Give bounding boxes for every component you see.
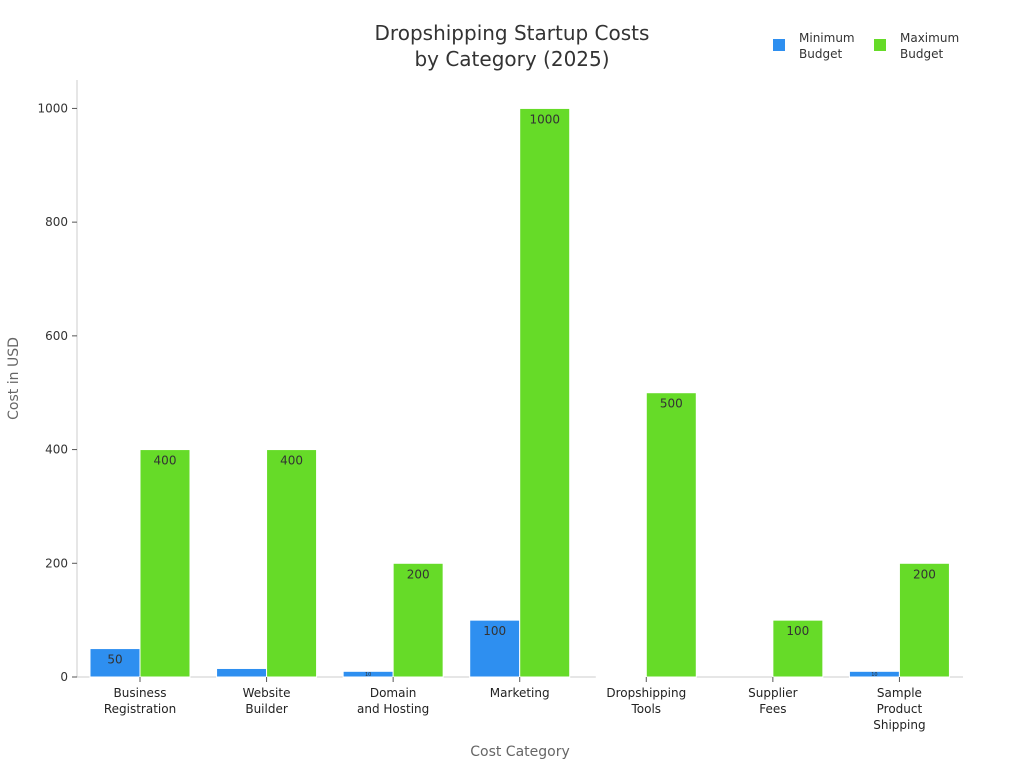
legend-label: Maximum [900,31,959,45]
x-tick-label: Dropshipping [606,686,686,700]
x-tick-label: Business [114,686,167,700]
x-tick-label: Sample [877,686,922,700]
data-label-minimum: 50 [107,653,122,667]
bar-maximum-budget [645,392,697,678]
bar-minimum-budget [216,667,268,678]
legend-swatch [874,39,886,51]
data-label-maximum: 400 [280,454,303,468]
y-tick-label: 800 [45,215,68,229]
x-tick-label: Supplier [748,686,798,700]
data-label-minimum: 10 [871,672,877,678]
x-tick-label: and Hosting [357,702,429,716]
data-label-maximum: 500 [660,397,683,411]
y-tick-label: 0 [60,670,68,684]
x-tick-label: Shipping [873,718,925,732]
chart-title: Dropshipping Startup Costs [375,21,650,45]
y-tick-label: 1000 [37,101,68,115]
bar-minimum-budget [89,648,141,678]
y-tick-label: 400 [45,443,68,457]
bar-minimum-budget [595,675,647,678]
bar-maximum-budget [519,107,571,678]
bar-maximum-budget [266,449,318,678]
data-label-maximum: 1000 [529,112,560,126]
data-label-minimum: 100 [483,624,506,638]
legend-label: Minimum [799,31,855,45]
chart-title: by Category (2025) [414,47,609,71]
bar-maximum-budget [392,562,444,678]
data-label-maximum: 400 [154,454,177,468]
bar-minimum-budget [469,619,521,678]
x-tick-label: Tools [631,702,662,716]
data-label-maximum: 100 [786,624,809,638]
data-label-maximum: 200 [913,567,936,581]
x-tick-label: Product [877,702,923,716]
x-tick-label: Domain [370,686,417,700]
bar-maximum-budget [898,562,950,678]
x-tick-label: Builder [245,702,288,716]
bar-maximum-budget [772,619,824,678]
y-tick-label: 200 [45,556,68,570]
x-tick-label: Fees [759,702,786,716]
data-label-minimum: 10 [365,672,371,678]
x-tick-label: Registration [104,702,176,716]
y-tick-label: 600 [45,329,68,343]
x-tick-label: Website [243,686,291,700]
legend-label: Budget [900,47,943,61]
bar-maximum-budget [139,449,191,678]
data-label-maximum: 200 [407,567,430,581]
y-axis-title: Cost in USD [6,337,22,420]
x-axis-title: Cost Category [470,744,570,760]
legend-swatch [773,39,785,51]
legend-label: Budget [799,47,842,61]
x-tick-label: Marketing [490,686,550,700]
